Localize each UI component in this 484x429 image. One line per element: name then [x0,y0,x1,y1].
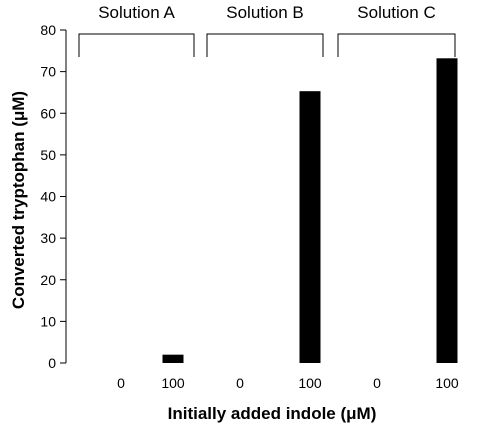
y-axis-title: Converted tryptophan (μM) [9,91,28,309]
y-axis: 0 10 20 30 40 50 60 70 80 [40,22,67,371]
group-bracket [337,33,456,57]
bar [162,354,184,363]
y-tick-label: 30 [40,230,56,246]
group-bracket [78,33,195,57]
x-tick-label: 100 [298,375,322,391]
y-tick-label: 50 [40,147,56,163]
y-tick-label: 20 [40,272,56,288]
bar [299,91,321,363]
group-label: Solution A [98,3,175,22]
y-tick-label: 10 [40,313,56,329]
group-brackets [78,33,456,57]
y-tick-label: 40 [40,189,56,205]
x-tick-label: 100 [161,375,185,391]
group-label: Solution C [357,3,435,22]
x-tick-label: 0 [373,375,381,391]
x-tick-label: 100 [435,375,459,391]
x-axis-title: Initially added indole (μM) [168,404,377,423]
y-tick-label: 60 [40,105,56,121]
bars [162,58,458,364]
group-label: Solution B [226,3,304,22]
y-tick-label: 70 [40,64,56,80]
bar [436,58,458,364]
x-tick-label: 0 [236,375,244,391]
y-tick-label: 80 [40,22,56,38]
x-tick-label: 0 [117,375,125,391]
x-axis: 0 100 0 100 0 100 [117,375,459,391]
y-tick-label: 0 [48,355,56,371]
group-labels: Solution A Solution B Solution C [98,3,436,22]
group-bracket [206,33,324,57]
